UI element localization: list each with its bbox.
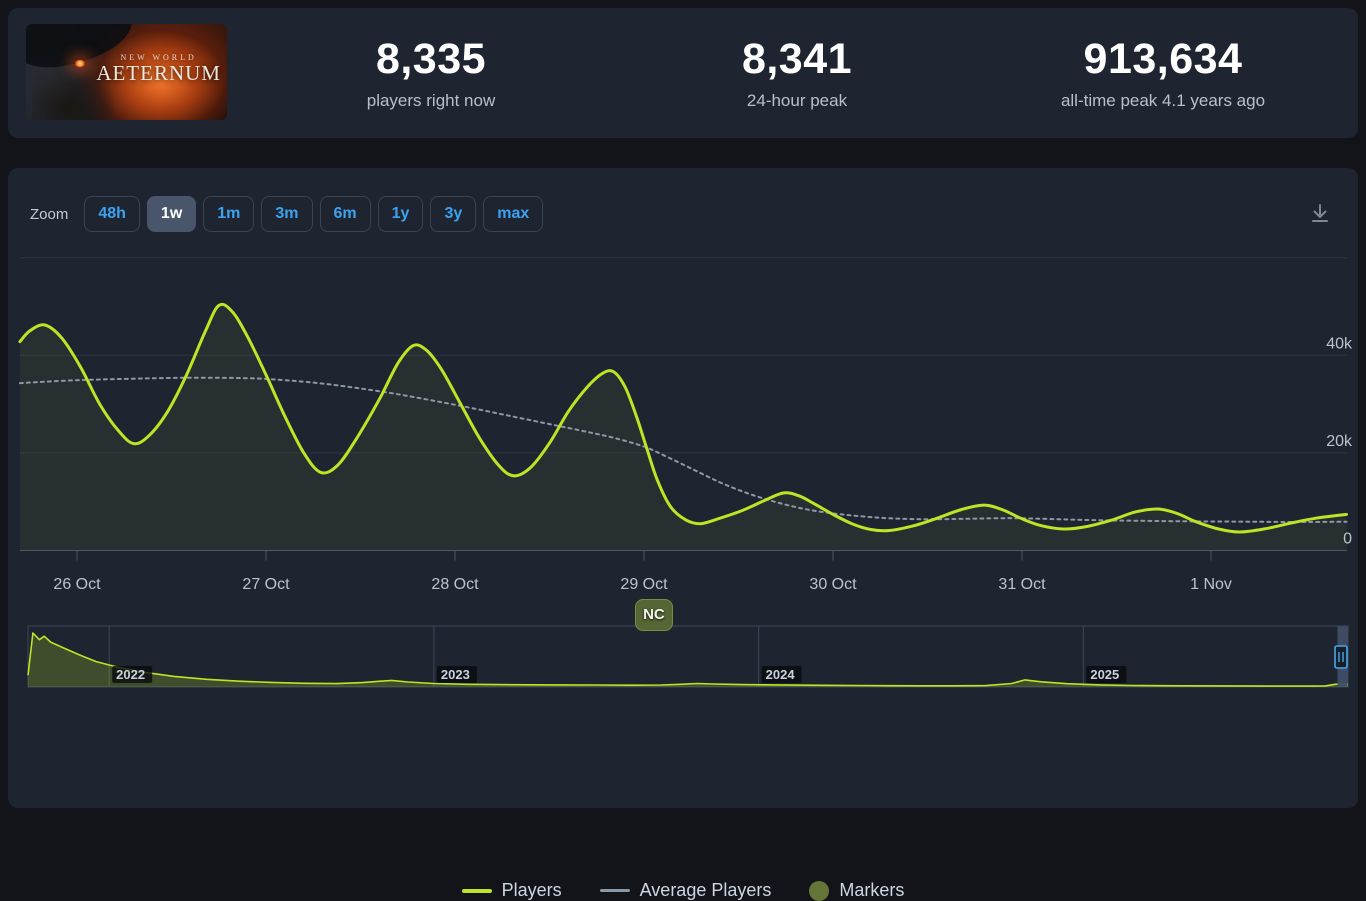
legend-average-players-label: Average Players bbox=[639, 880, 772, 900]
chart-panel: Zoom 48h 1w 1m 3m 6m 1y 3y max NC Player… bbox=[8, 168, 1358, 901]
stat-24h-peak: 8,341 24-hour peak bbox=[614, 35, 980, 111]
stat-current-players-value: 8,335 bbox=[375, 35, 487, 83]
player-stats: 8,335 players right now 8,341 24-hour pe… bbox=[248, 8, 1346, 138]
zoom-label: Zoom bbox=[30, 205, 69, 223]
zoom-preset-1y[interactable]: 1y bbox=[377, 196, 424, 232]
stat-alltime-peak-label: all-time peak 4.1 years ago bbox=[1060, 91, 1266, 110]
zoom-preset-3m[interactable]: 3m bbox=[261, 196, 313, 232]
game-header-panel: NEW WORLD AETERNUM 8,335 players right n… bbox=[8, 8, 1358, 138]
download-icon bbox=[1312, 203, 1328, 222]
legend-markers-label: Markers bbox=[839, 880, 905, 900]
legend-item-markers[interactable]: Markers bbox=[809, 880, 904, 901]
stat-24h-peak-label: 24-hour peak bbox=[746, 91, 848, 110]
banner-series-name: NEW WORLD bbox=[120, 52, 197, 62]
legend-item-average-players[interactable]: Average Players bbox=[599, 880, 772, 901]
zoom-preset-max[interactable]: max bbox=[483, 196, 544, 232]
chart-toolbar: Zoom 48h 1w 1m 3m 6m 1y 3y max bbox=[30, 194, 1336, 234]
stat-alltime-peak: 913,634 all-time peak 4.1 years ago bbox=[980, 35, 1346, 111]
legend-item-players[interactable]: Players bbox=[461, 880, 562, 901]
chart-legend: Players Average Players Markers bbox=[8, 880, 1358, 901]
zoom-preset-1w[interactable]: 1w bbox=[146, 196, 197, 232]
download-chart-button[interactable] bbox=[1304, 197, 1336, 232]
zoom-preset-1m[interactable]: 1m bbox=[203, 196, 255, 232]
banner-title-block: NEW WORLD AETERNUM bbox=[94, 53, 223, 85]
zoom-preset-48h[interactable]: 48h bbox=[84, 196, 140, 232]
banner-game-title: AETERNUM bbox=[96, 60, 221, 85]
banner-glowing-eye-art bbox=[74, 59, 87, 67]
average-players-line-swatch bbox=[599, 889, 630, 892]
stat-alltime-peak-value: 913,634 bbox=[1083, 35, 1243, 83]
stat-current-players: 8,335 players right now bbox=[248, 35, 614, 111]
zoom-preset-3y[interactable]: 3y bbox=[430, 196, 477, 232]
zoom-preset-6m[interactable]: 6m bbox=[319, 196, 371, 232]
chart-marker-flag-nc[interactable]: NC bbox=[634, 598, 673, 631]
game-banner[interactable]: NEW WORLD AETERNUM bbox=[26, 24, 227, 120]
players-line-swatch bbox=[461, 888, 492, 893]
stat-current-players-label: players right now bbox=[366, 91, 496, 110]
banner-figure-art bbox=[32, 64, 124, 120]
stat-24h-peak-value: 8,341 bbox=[741, 35, 853, 83]
markers-circle-swatch bbox=[809, 880, 830, 901]
legend-players-label: Players bbox=[501, 880, 562, 900]
